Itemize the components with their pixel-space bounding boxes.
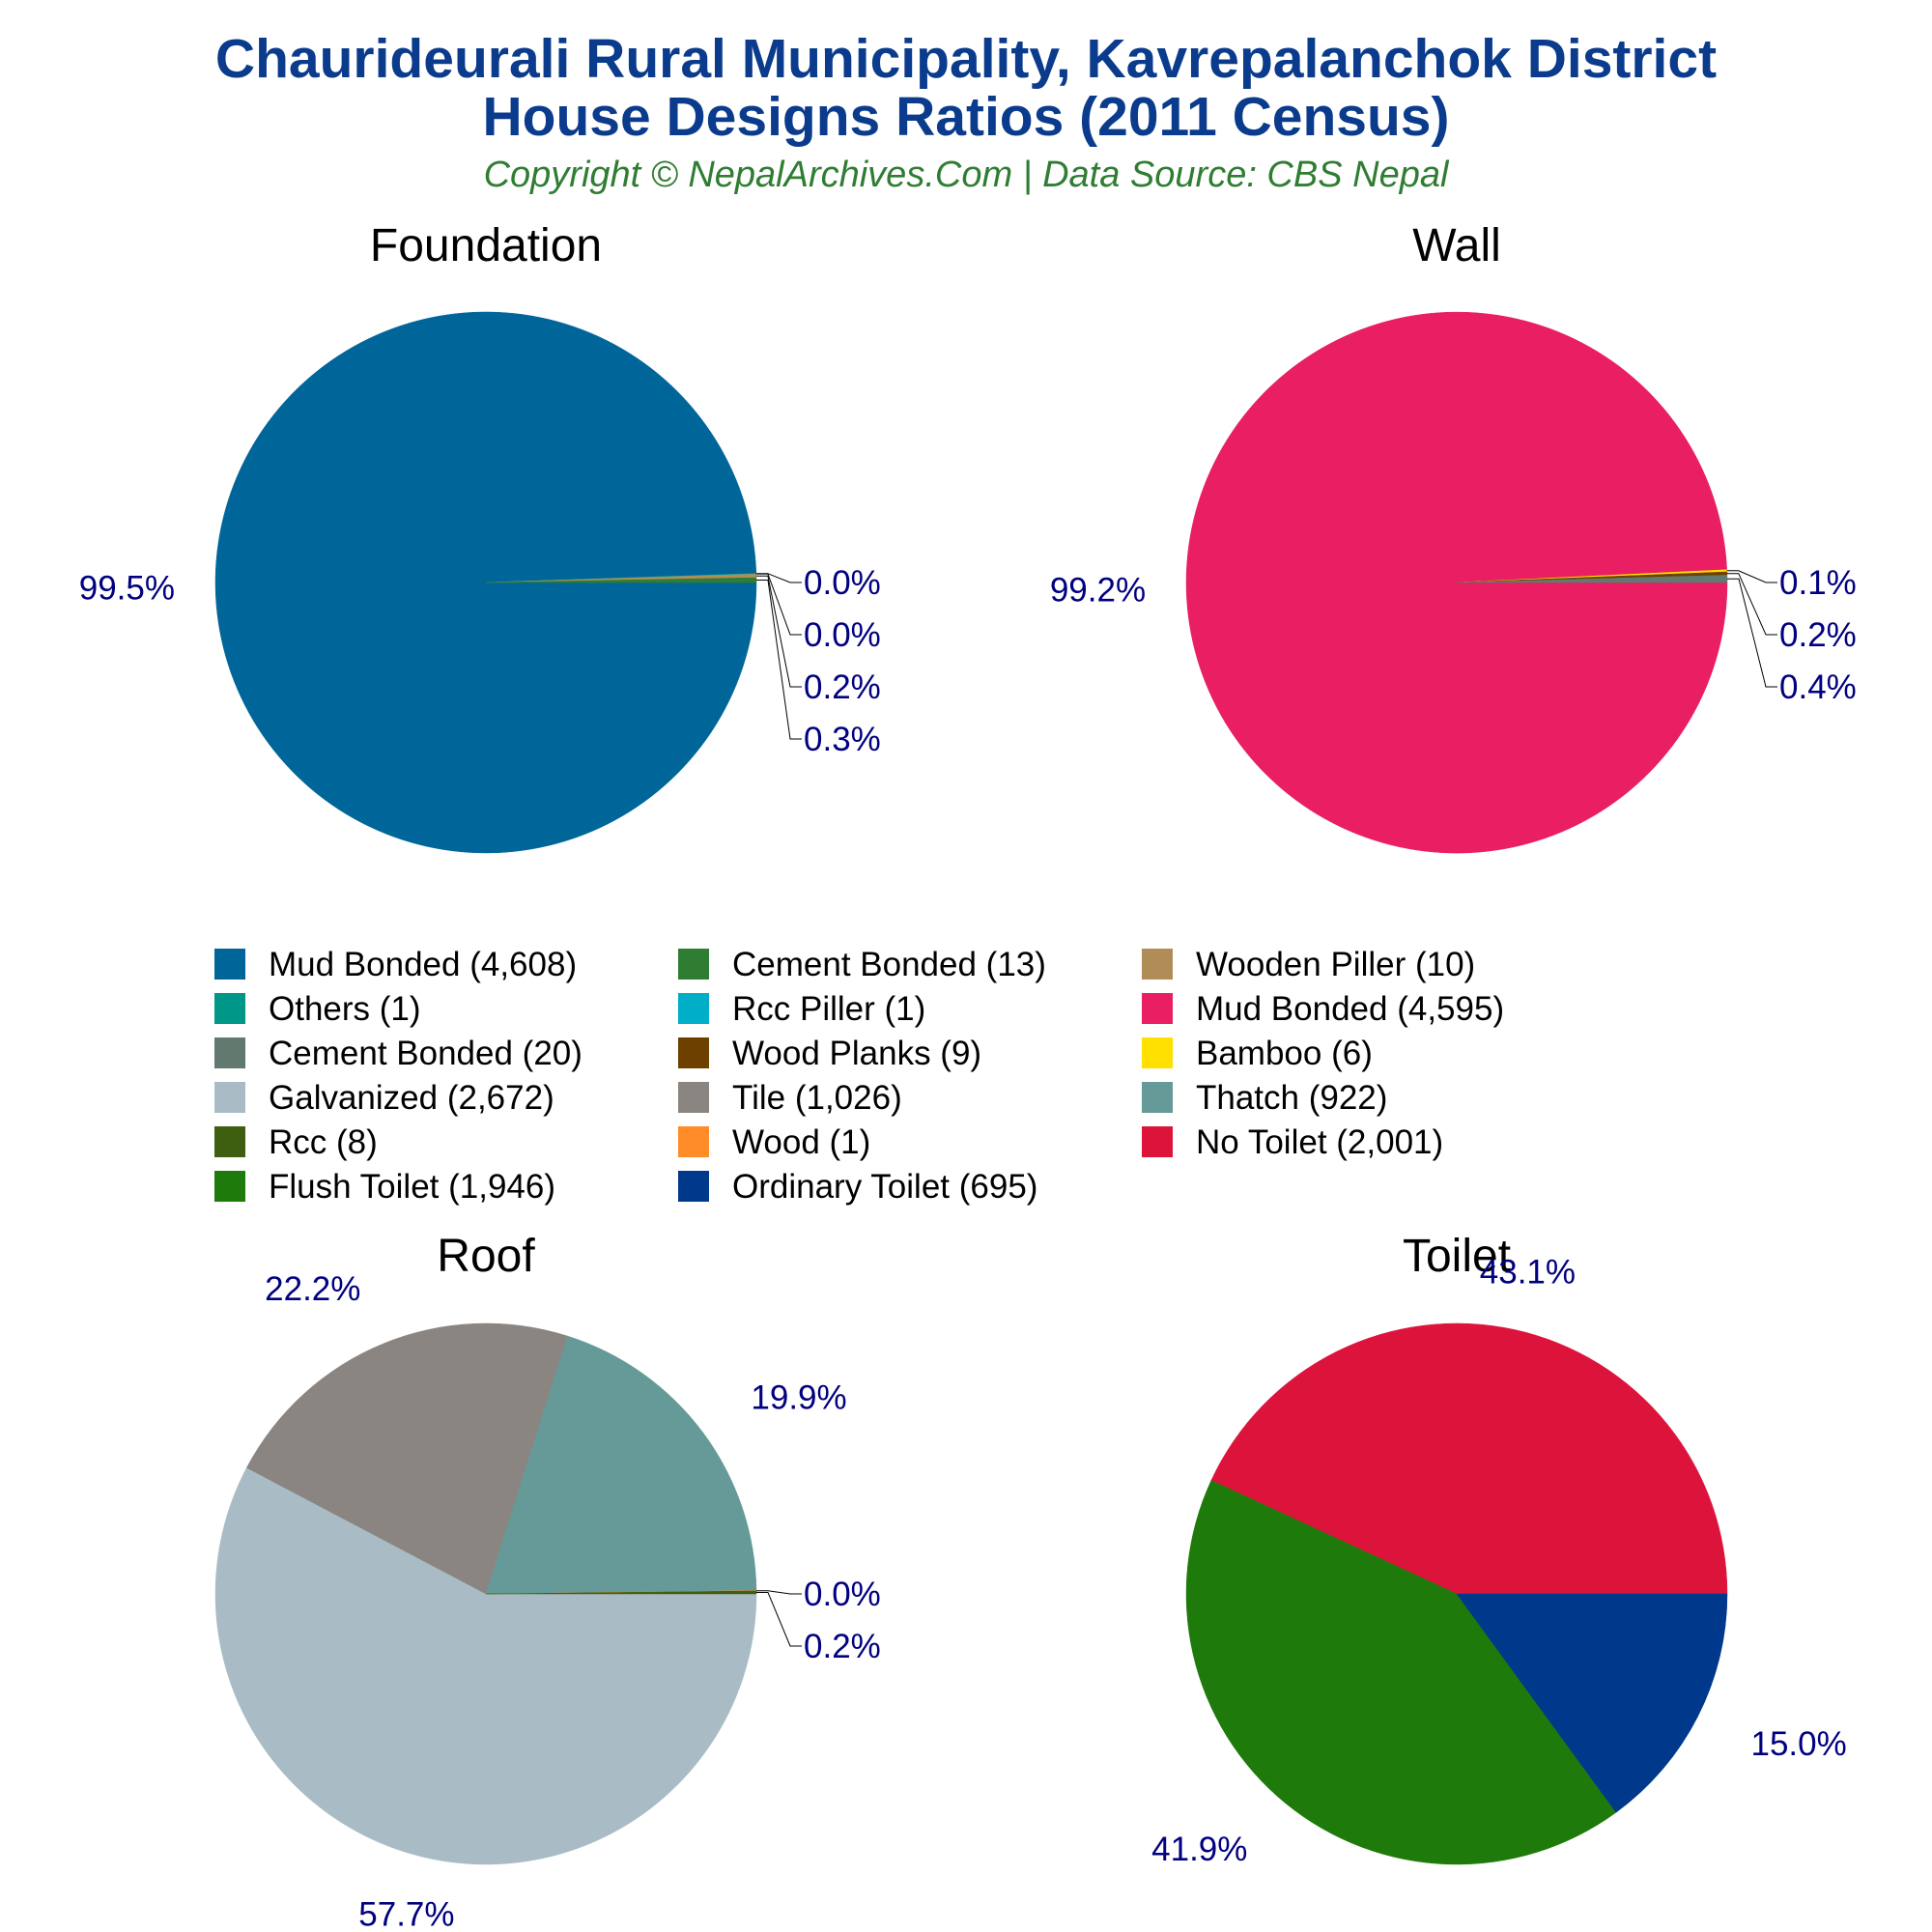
- pct-label-roof-thatch: 19.9%: [751, 1379, 846, 1417]
- legend-label-rcc-8: Rcc (8): [269, 1123, 378, 1161]
- pct-label-toilet-no-toilet: 43.1%: [1480, 1253, 1576, 1291]
- legend-label-no-toilet-2-001: No Toilet (2,001): [1196, 1123, 1443, 1161]
- legend-label-wood-planks-9: Wood Planks (9): [732, 1035, 981, 1072]
- pct-label-foundation-mud-bonded: 99.5%: [79, 570, 175, 608]
- pct-label-wall-wood-planks: 0.2%: [1779, 616, 1857, 654]
- callout-line-foundation-wooden-piller: [755, 575, 802, 688]
- pct-label-foundation-cement-bonded: 0.3%: [804, 721, 881, 758]
- pie-foundation: Foundation 99.5% 0.0% 0.0% 0.2% 0.3%: [79, 220, 881, 854]
- pie-slice-roof-galvanized: [214, 1467, 757, 1865]
- legend-swatch-mud-bonded-4-595: [1142, 993, 1173, 1024]
- legend-label-mud-bonded-4-595: Mud Bonded (4,595): [1196, 990, 1504, 1028]
- pct-label-toilet-flush-toilet: 41.9%: [1151, 1831, 1247, 1868]
- legend-swatch-flush-toilet-1-946: [214, 1171, 245, 1202]
- pie-wall: Wall 99.2% 0.1% 0.2% 0.4%: [1050, 220, 1857, 854]
- pct-label-wall-cement-bonded: 0.4%: [1779, 668, 1857, 706]
- pie-title-foundation: Foundation: [370, 220, 602, 271]
- pie-slice-toilet-ordinary-toilet: [1456, 1593, 1728, 1813]
- legend-label-wood-1: Wood (1): [732, 1123, 870, 1161]
- pie-title-wall: Wall: [1412, 220, 1501, 271]
- pct-label-wall-mud-bonded: 99.2%: [1050, 572, 1146, 610]
- callout-line-wall-wood-planks: [1726, 573, 1777, 636]
- pie-title-roof: Roof: [437, 1231, 535, 1282]
- pct-label-foundation-others: 0.0%: [804, 564, 881, 602]
- pct-label-roof-rcc: 0.2%: [804, 1628, 881, 1665]
- legend-swatch-others-1: [214, 993, 245, 1024]
- legend-label-wooden-piller-10: Wooden Piller (10): [1196, 946, 1475, 983]
- legend-swatch-thatch-922: [1142, 1082, 1173, 1113]
- legend-swatch-wooden-piller-10: [1142, 949, 1173, 980]
- legend-swatch-galvanized-2-672: [214, 1082, 245, 1113]
- legend-swatch-mud-bonded-4-608: [214, 949, 245, 980]
- callout-line-foundation-rcc-piller: [755, 573, 802, 636]
- legend-label-cement-bonded-13: Cement Bonded (13): [732, 946, 1046, 983]
- callout-line-foundation-cement-bonded: [756, 580, 802, 740]
- legend-label-mud-bonded-4-608: Mud Bonded (4,608): [269, 946, 577, 983]
- callout-line-wall-bamboo: [1726, 570, 1777, 583]
- legend-swatch-ordinary-toilet-695: [678, 1171, 709, 1202]
- pie-slice-roof-thatch: [485, 1335, 757, 1595]
- legend-swatch-cement-bonded-13: [678, 949, 709, 980]
- chart-subtitle: Copyright © NepalArchives.Com | Data Sou…: [483, 155, 1449, 195]
- legend-swatch-rcc-8: [214, 1126, 245, 1157]
- legend-label-galvanized-2-672: Galvanized (2,672): [269, 1079, 554, 1117]
- callout-line-roof-wood: [756, 1590, 802, 1595]
- chart-title-line-2: House Designs Ratios (2011 Census): [482, 86, 1450, 148]
- legend-label-ordinary-toilet-695: Ordinary Toilet (695): [732, 1168, 1037, 1206]
- legend-swatch-wood-planks-9: [678, 1037, 709, 1068]
- pct-label-wall-bamboo: 0.1%: [1779, 564, 1857, 602]
- legend-label-cement-bonded-20: Cement Bonded (20): [269, 1035, 582, 1072]
- legend-swatch-rcc-piller-1: [678, 993, 709, 1024]
- legend-swatch-wood-1: [678, 1126, 709, 1157]
- pie-slice-roof-tile: [245, 1322, 568, 1595]
- legend-label-rcc-piller-1: Rcc Piller (1): [732, 990, 925, 1028]
- legend-swatch-bamboo-6: [1142, 1037, 1173, 1068]
- pie-slice-toilet-no-toilet: [1210, 1322, 1728, 1595]
- pie-slice-toilet-flush-toilet: [1185, 1480, 1617, 1865]
- pie-title-toilet: Toilet: [1403, 1231, 1511, 1282]
- legend-swatch-cement-bonded-20: [214, 1037, 245, 1068]
- pct-label-foundation-rcc-piller: 0.0%: [804, 616, 881, 654]
- pct-label-roof-wood: 0.0%: [804, 1576, 881, 1613]
- legend: Mud Bonded (4,608) Cement Bonded (13) Wood…: [214, 946, 1504, 1206]
- chart-title-line-1: Chaurideurali Rural Municipality, Kavrep…: [214, 28, 1718, 90]
- pie-slice-roof-rcc: [485, 1590, 757, 1595]
- legend-label-bamboo-6: Bamboo (6): [1196, 1035, 1373, 1072]
- pct-label-toilet-ordinary-toilet: 15.0%: [1751, 1725, 1847, 1763]
- legend-label-flush-toilet-1-946: Flush Toilet (1,946): [269, 1168, 555, 1206]
- pie-slice-foundation-cement-bonded: [485, 577, 757, 583]
- pct-label-roof-tile: 22.2%: [265, 1270, 360, 1308]
- pct-label-foundation-wooden-piller: 0.2%: [804, 668, 881, 706]
- callout-line-roof-rcc: [756, 1592, 802, 1647]
- legend-label-tile-1-026: Tile (1,026): [732, 1079, 902, 1117]
- legend-swatch-tile-1-026: [678, 1082, 709, 1113]
- pct-label-roof-galvanized: 57.7%: [358, 1896, 454, 1932]
- callout-line-foundation-others: [755, 573, 802, 583]
- pie-roof: Roof 57.7% 22.2% 19.9% 0.0% 0.2%: [214, 1231, 881, 1932]
- legend-label-thatch-922: Thatch (922): [1196, 1079, 1387, 1117]
- legend-label-others-1: Others (1): [269, 990, 421, 1028]
- callout-line-wall-cement-bonded: [1727, 578, 1777, 688]
- pie-slice-wall-cement-bonded: [1456, 575, 1728, 583]
- legend-swatch-no-toilet-2-001: [1142, 1126, 1173, 1157]
